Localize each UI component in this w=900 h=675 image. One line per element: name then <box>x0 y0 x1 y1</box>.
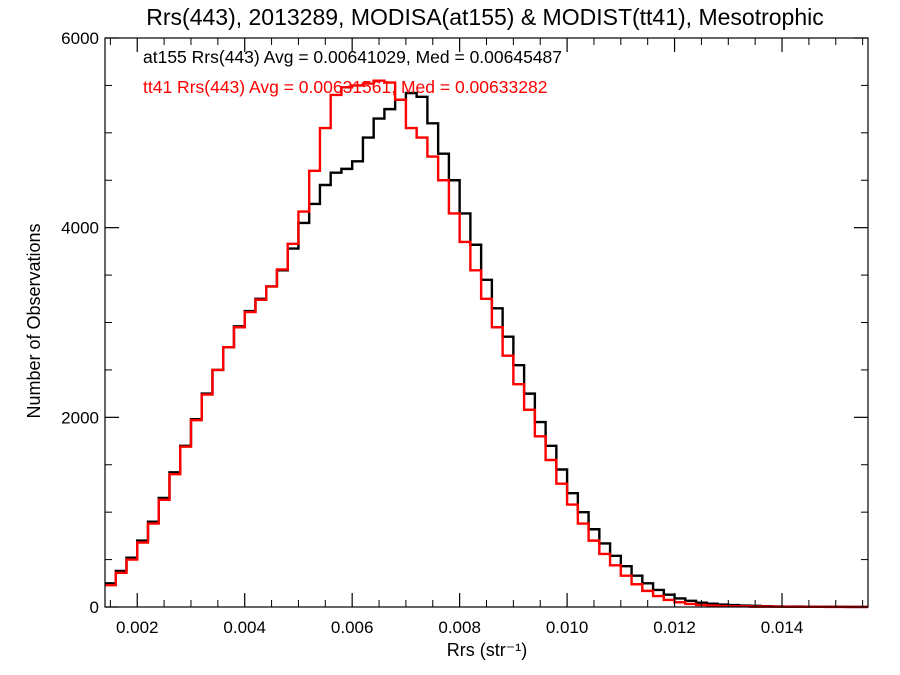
y-tick-label: 6000 <box>61 29 99 48</box>
x-tick-label: 0.010 <box>546 618 589 637</box>
annotation-at155-stats: at155 Rrs(443) Avg = 0.00641029, Med = 0… <box>143 47 562 67</box>
x-tick-label: 0.006 <box>331 618 374 637</box>
x-tick-label: 0.012 <box>653 618 696 637</box>
x-tick-label: 0.004 <box>223 618 266 637</box>
x-tick-label: 0.014 <box>761 618 804 637</box>
chart-title: Rrs(443), 2013289, MODISA(at155) & MODIS… <box>146 4 823 30</box>
axes-layer: 0.002 0.004 0.006 0.008 0.010 0.012 0.014 0 2000… <box>61 29 869 637</box>
series-layer <box>105 79 868 609</box>
y-tick-label: 4000 <box>61 219 99 238</box>
x-tick-label: 0.002 <box>116 618 159 637</box>
annotation-tt41-stats: tt41 Rrs(443) Avg = 0.00631561, Med = 0.… <box>143 77 547 97</box>
y-tick-label: 0 <box>90 598 99 617</box>
series-line-red <box>105 79 868 609</box>
y-tick-label: 2000 <box>61 408 99 427</box>
y-axis-label: Number of Observations <box>24 223 44 418</box>
x-tick-label: 0.008 <box>438 618 481 637</box>
x-axis-label: Rrs (str⁻¹) <box>447 640 527 660</box>
